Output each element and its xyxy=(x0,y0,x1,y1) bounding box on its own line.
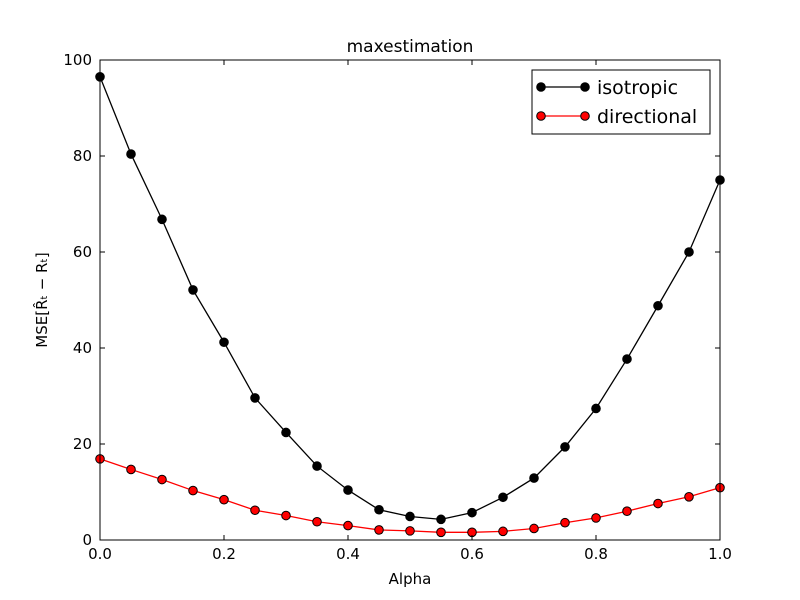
y-tick-label: 60 xyxy=(73,243,92,261)
axes: 0.0 0.2 0.4 0.6 0.8 1.0 0 20 40 60 80 100 xyxy=(63,51,732,563)
data-point-isotropic xyxy=(281,427,291,438)
y-axis-title: MSE[R̂ₜ − Rₜ] xyxy=(32,252,51,347)
data-point-directional xyxy=(312,516,322,527)
data-point-directional xyxy=(684,492,694,502)
data-point-isotropic xyxy=(374,504,384,515)
x-tick-label: 0.8 xyxy=(584,545,608,563)
data-point-isotropic xyxy=(498,492,508,503)
legend-marker-isotropic xyxy=(536,82,546,92)
legend-marker-directional xyxy=(580,111,590,121)
legend-marker-isotropic xyxy=(580,82,590,92)
data-point-directional xyxy=(436,527,446,538)
data-point-isotropic xyxy=(405,511,415,522)
series-isotropic xyxy=(95,72,725,525)
chart-title: maxestimation xyxy=(347,37,474,57)
data-point-directional xyxy=(405,526,415,536)
x-tick-label: 0.6 xyxy=(460,545,484,563)
data-point-isotropic xyxy=(591,403,601,414)
data-point-directional xyxy=(653,498,663,509)
data-point-directional xyxy=(281,510,291,521)
data-point-isotropic xyxy=(560,442,570,452)
data-point-directional xyxy=(188,485,198,496)
y-tick-label: 100 xyxy=(63,51,92,69)
data-point-isotropic xyxy=(684,247,694,257)
data-point-directional xyxy=(219,494,229,505)
plot-area xyxy=(95,72,725,538)
data-point-isotropic xyxy=(343,485,353,495)
legend-box xyxy=(531,69,711,135)
y-tick-label: 20 xyxy=(73,435,92,453)
legend-label-isotropic: isotropic xyxy=(597,77,678,99)
data-point-isotropic xyxy=(219,337,229,348)
data-point-directional xyxy=(529,523,539,534)
x-tick-label: 1.0 xyxy=(708,545,732,563)
data-point-isotropic xyxy=(653,300,663,311)
data-point-directional xyxy=(374,525,384,535)
x-axis-title: Alpha xyxy=(389,570,432,588)
data-point-isotropic xyxy=(188,285,198,295)
plot-frame xyxy=(99,59,721,541)
legend-label-directional: directional xyxy=(597,106,697,128)
x-tick-label: 0.0 xyxy=(88,545,112,563)
data-point-isotropic xyxy=(436,514,446,525)
data-point-isotropic xyxy=(126,149,136,159)
data-point-directional xyxy=(250,505,260,516)
data-point-directional xyxy=(622,506,632,517)
x-tick-label: 0.2 xyxy=(212,545,236,563)
data-point-isotropic xyxy=(529,473,539,483)
y-tick-label: 0 xyxy=(82,531,92,549)
data-point-isotropic xyxy=(250,393,260,403)
legend-marker-directional xyxy=(536,111,546,121)
data-point-isotropic xyxy=(467,507,477,518)
y-tick-label: 80 xyxy=(73,147,92,165)
data-point-directional xyxy=(157,474,167,485)
data-point-directional xyxy=(126,464,136,475)
data-point-directional xyxy=(560,517,570,528)
legend: isotropic directional xyxy=(531,69,711,135)
series-directional xyxy=(95,454,725,538)
data-point-directional xyxy=(591,513,601,523)
data-point-isotropic xyxy=(622,354,632,364)
y-tick-label: 40 xyxy=(73,339,92,357)
data-point-isotropic xyxy=(312,461,322,471)
data-point-directional xyxy=(343,520,353,531)
x-tick-label: 0.4 xyxy=(336,545,360,563)
data-point-directional xyxy=(498,526,508,537)
data-point-isotropic xyxy=(157,214,167,225)
